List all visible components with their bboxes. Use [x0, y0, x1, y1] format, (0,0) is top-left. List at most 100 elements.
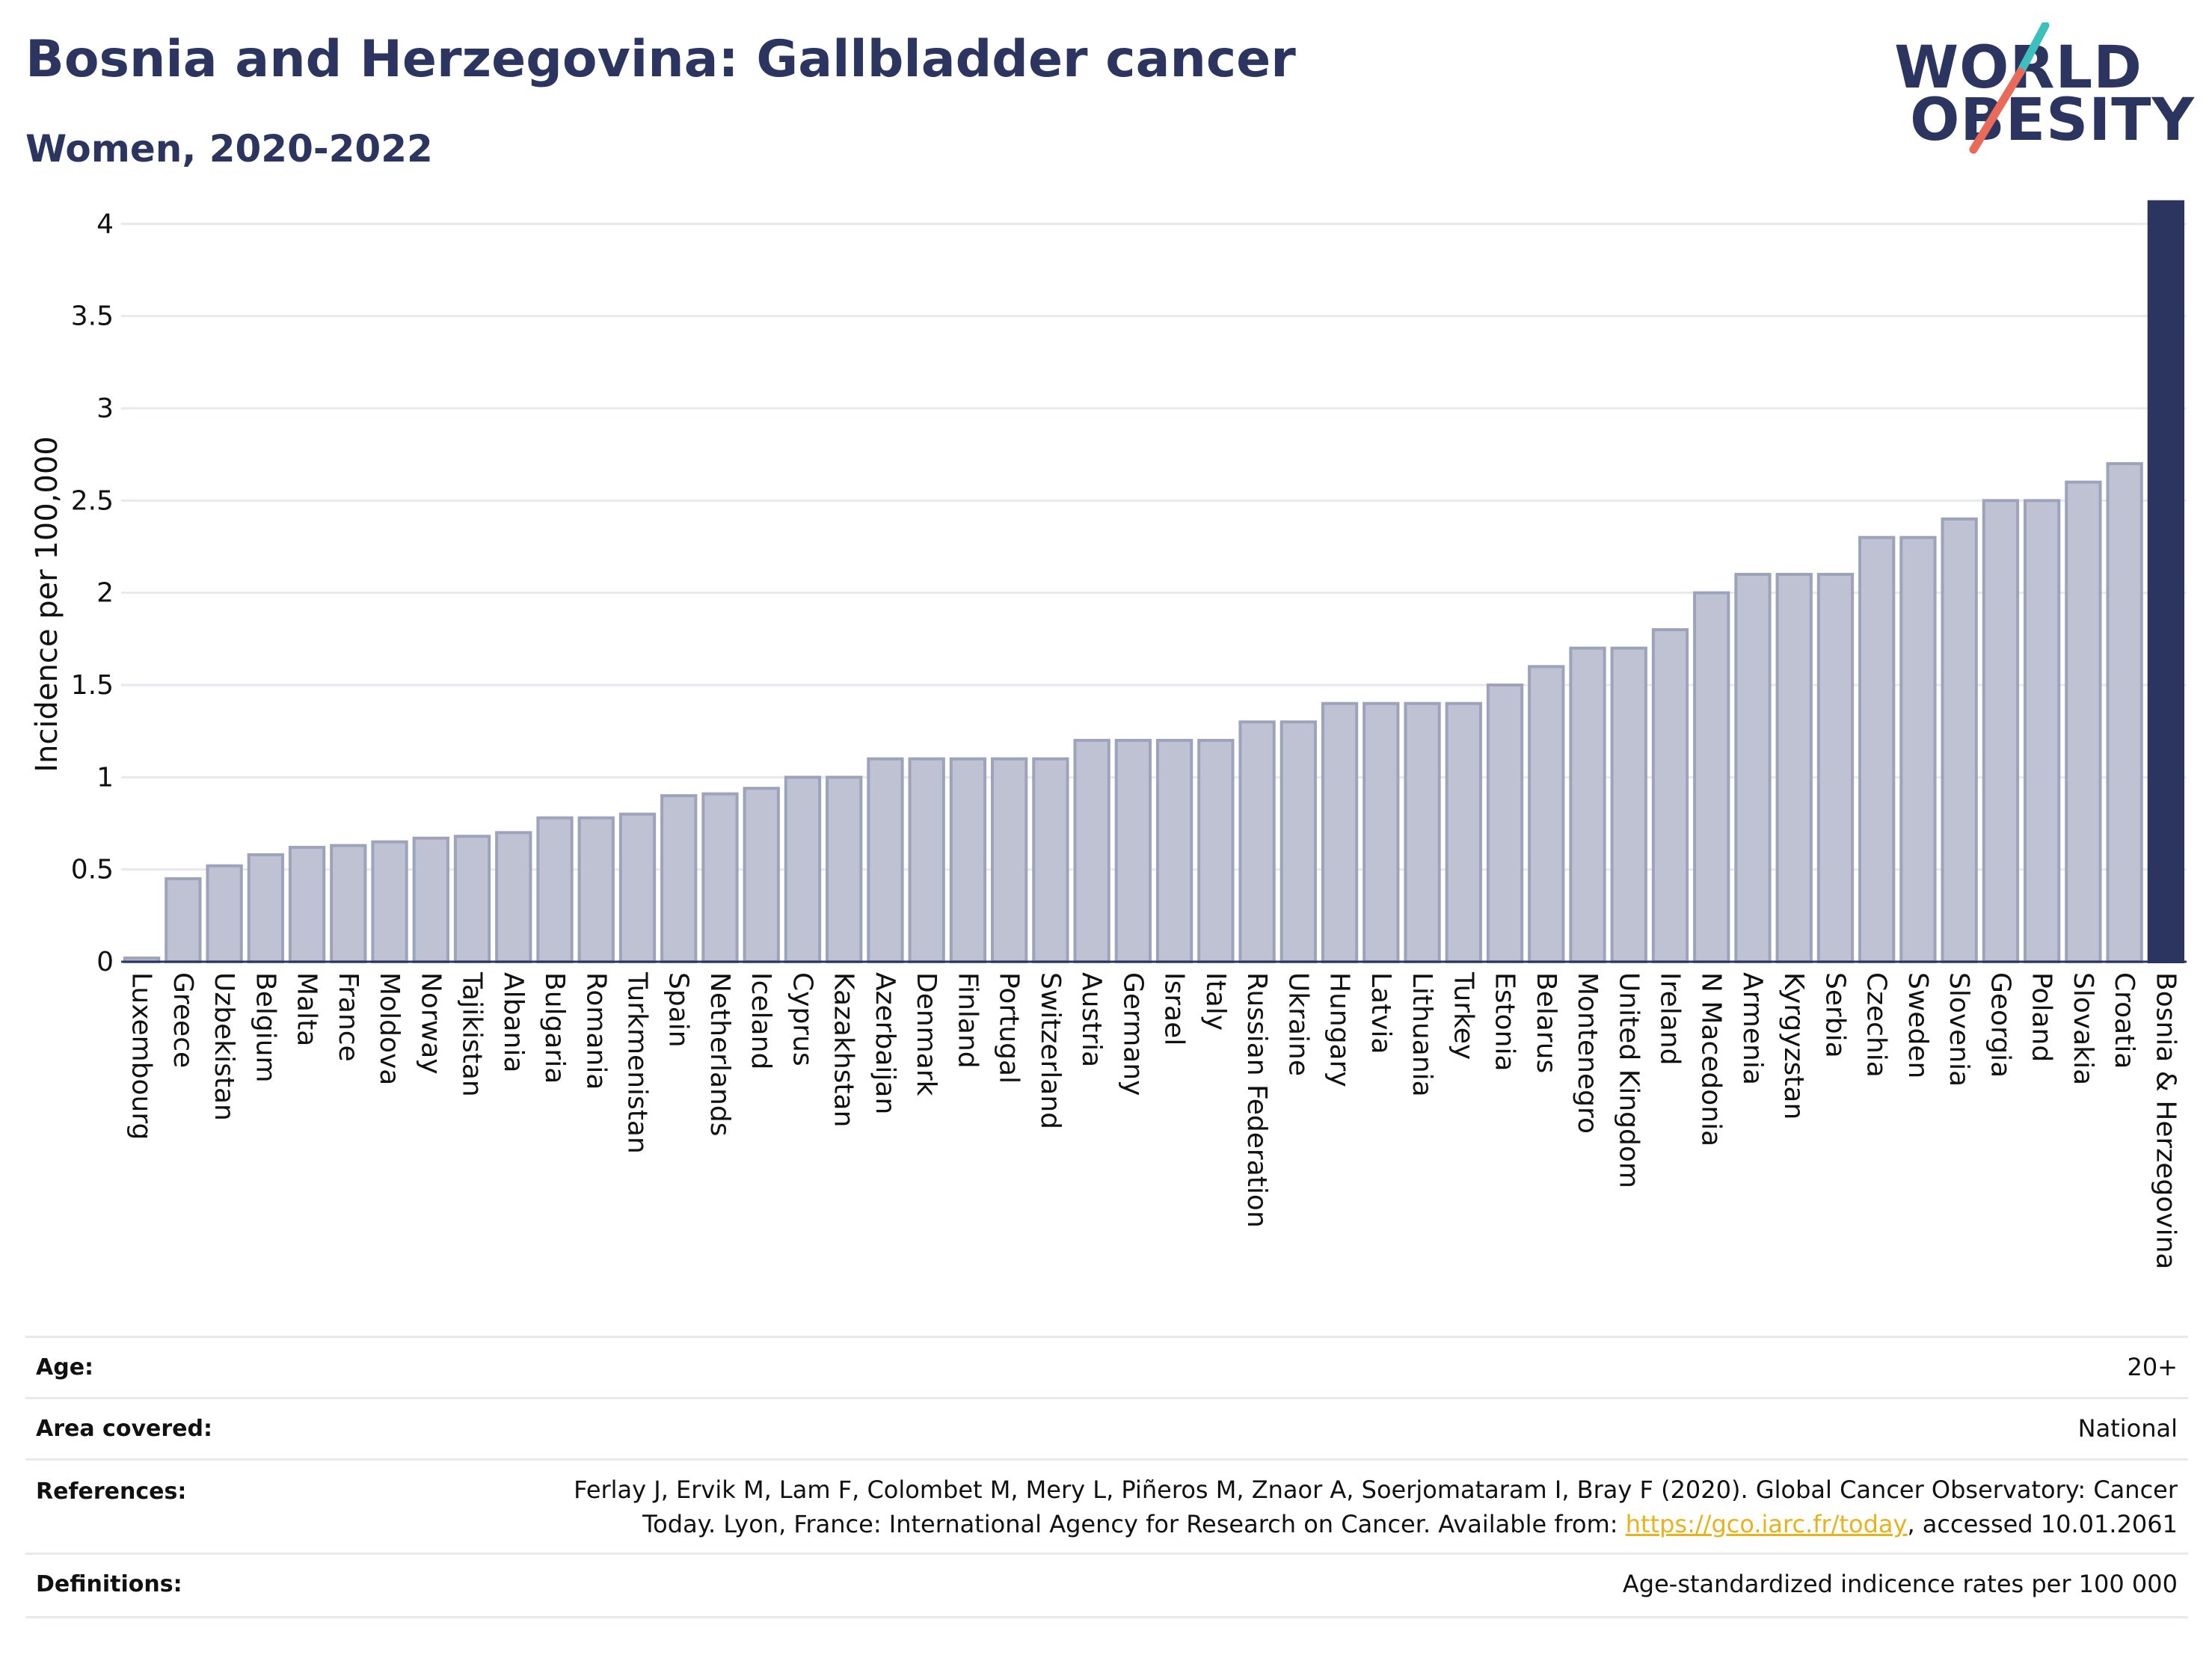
- bar: [1982, 499, 2020, 963]
- x-tick-label: Bosnia & Herzegovina: [2150, 972, 2181, 1269]
- references-line2-pre: Today. Lyon, France: International Agenc…: [642, 1510, 1626, 1538]
- x-tick-label: Israel: [1159, 972, 1190, 1045]
- references-label: References:: [36, 1479, 187, 1505]
- bar: [2147, 200, 2185, 963]
- area-label: Area covered:: [36, 1416, 212, 1442]
- info-row-age: Age: 20+: [25, 1336, 2188, 1399]
- bar: [867, 757, 904, 964]
- bar: [288, 846, 326, 963]
- bar: [1816, 573, 1855, 963]
- x-tick-label: Poland: [2027, 972, 2057, 1062]
- y-tick-label: 1: [96, 762, 114, 793]
- logo-slash-icon: [1969, 22, 2050, 154]
- y-tick-label: 3.5: [71, 301, 114, 332]
- x-tick-label: Greece: [168, 972, 198, 1068]
- info-row-definitions: Definitions: Age-standardized indicence …: [25, 1553, 2188, 1618]
- bar: [618, 812, 657, 963]
- bar: [1114, 739, 1152, 963]
- age-value: 20+: [2127, 1353, 2178, 1381]
- x-tick-label: Ukraine: [1282, 972, 1313, 1076]
- bar: [412, 836, 449, 963]
- x-tick-label: Turkey: [1448, 971, 1478, 1060]
- x-tick-label: Serbia: [1819, 972, 1850, 1058]
- bar: [1610, 646, 1647, 964]
- bar: [1321, 701, 1359, 964]
- x-tick-label: Tajikistan: [457, 971, 488, 1097]
- x-tick-label: Russian Federation: [1241, 972, 1272, 1228]
- bar: [206, 864, 243, 963]
- bar: [1445, 701, 1482, 964]
- bar: [1155, 739, 1193, 963]
- references-value: Ferlay J, Ervik M, Lam F, Colombet M, Me…: [308, 1473, 2178, 1541]
- x-tick-label: Norway: [415, 972, 446, 1075]
- bar: [371, 840, 408, 963]
- y-tick-label: 3: [96, 393, 114, 424]
- x-tick-label: Lithuania: [1407, 972, 1437, 1097]
- bar: [1899, 535, 1937, 963]
- x-tick-label: Hungary: [1324, 972, 1355, 1087]
- bar: [701, 792, 739, 963]
- x-tick-label: Azerbaijan: [870, 972, 900, 1114]
- bar: [784, 776, 822, 964]
- x-tick-label: Slovakia: [2068, 972, 2098, 1085]
- x-tick-label: Switzerland: [1035, 972, 1066, 1129]
- references-line2-post: , accessed 10.01.2061: [1907, 1510, 2178, 1538]
- y-tick-label: 4: [96, 209, 114, 239]
- bar: [908, 757, 945, 964]
- x-tick-label: Latvia: [1365, 972, 1396, 1054]
- bar: [991, 757, 1028, 964]
- x-tick-label: Denmark: [911, 972, 941, 1096]
- bar: [1197, 739, 1235, 963]
- bar: [743, 787, 780, 963]
- bar: [495, 831, 532, 964]
- bar: [2106, 462, 2143, 963]
- x-tick-label: Netherlands: [704, 972, 735, 1136]
- bar: [1651, 628, 1689, 963]
- y-tick-label: 0.5: [71, 855, 114, 885]
- x-tick-label: United Kingdom: [1613, 972, 1644, 1188]
- bar: [1693, 591, 1730, 964]
- x-tick-label: Iceland: [746, 972, 776, 1069]
- bar: [1238, 720, 1276, 963]
- definitions-value: Age-standardized indicence rates per 100…: [1622, 1570, 2178, 1598]
- bar: [165, 877, 202, 963]
- x-tick-label: Austria: [1076, 972, 1107, 1067]
- world-obesity-logo: WORLD OBESITY: [1894, 22, 2195, 157]
- x-tick-label: Belgium: [250, 972, 280, 1083]
- bar: [1858, 535, 1896, 963]
- bar-chart: 0 0.5 1 1.5 2 2.5 3 3.5 4 Incidence per 100,000 Lu…: [30, 200, 2187, 1269]
- bar: [577, 816, 615, 963]
- x-tick-label: Kyrgyzstan: [1778, 972, 1809, 1120]
- references-line1: Ferlay J, Ervik M, Lam F, Colombet M, Me…: [574, 1476, 2178, 1504]
- x-tick-label: Belarus: [1531, 972, 1561, 1073]
- x-tick-label: Spain: [663, 972, 694, 1048]
- references-link[interactable]: https://gco.iarc.fr/today: [1625, 1510, 1908, 1538]
- bar: [1734, 573, 1772, 963]
- bar: [660, 794, 698, 963]
- bar: [1486, 684, 1524, 963]
- info-row-area: Area covered: National: [25, 1397, 2188, 1461]
- x-tick-label: Estonia: [1490, 972, 1520, 1072]
- page-subtitle: Women, 2020-2022: [25, 127, 433, 171]
- x-tick-label: Slovenia: [1944, 972, 1974, 1087]
- bar: [1528, 665, 1565, 963]
- x-tick-label: Czechia: [1861, 972, 1892, 1078]
- bar: [1775, 573, 1813, 963]
- bar: [247, 853, 284, 964]
- x-tick-label: Portugal: [994, 972, 1024, 1084]
- references-line2: Today. Lyon, France: International Agenc…: [308, 1507, 2178, 1541]
- y-tick-label: 1.5: [71, 670, 114, 701]
- x-tick-label: Luxembourg: [126, 972, 157, 1140]
- y-tick-label: 2: [96, 578, 114, 609]
- x-tick-label: Montenegro: [1572, 972, 1603, 1134]
- y-axis-label: Incidence per 100,000: [30, 436, 64, 773]
- bar: [536, 816, 574, 963]
- bar: [330, 844, 367, 963]
- x-tick-label: France: [333, 972, 363, 1062]
- x-tick-label: Croatia: [2109, 972, 2139, 1069]
- age-label: Age:: [36, 1354, 94, 1381]
- x-tick-label: Finland: [952, 972, 983, 1069]
- bar: [949, 757, 987, 964]
- x-tick-label: Romania: [580, 972, 611, 1090]
- x-tick-label: Uzbekistan: [209, 972, 239, 1121]
